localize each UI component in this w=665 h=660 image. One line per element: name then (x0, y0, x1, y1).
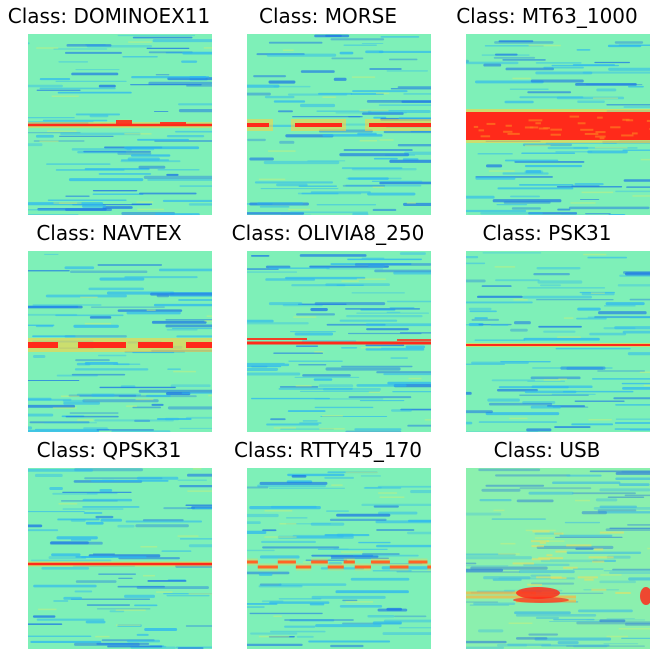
panel-title: Class: DOMINOEX11 (7, 4, 211, 28)
spectrogram-image (247, 251, 431, 432)
panel-mt63-1000: Class: MT63_1000 (438, 0, 656, 215)
spectrogram-image (247, 34, 431, 215)
panel-dominoex11: Class: DOMINOEX11 (0, 0, 218, 215)
panel-title: Class: MORSE (259, 4, 397, 28)
spectrogram-image (466, 34, 650, 215)
panel-rtty45-170: Class: RTTY45_170 (219, 434, 437, 649)
panel-title: Class: PSK31 (482, 221, 612, 245)
panel-qpsk31: Class: QPSK31 (0, 434, 218, 649)
panel-title: Class: RTTY45_170 (233, 438, 423, 462)
panel-title: Class: MT63_1000 (456, 4, 638, 28)
spectrogram-image (28, 34, 212, 215)
spectrogram-image (466, 251, 650, 432)
spectrogram-image (247, 468, 431, 649)
spectrogram-image (28, 468, 212, 649)
panel-title: Class: OLIVIA8_250 (231, 221, 425, 245)
spectrogram-image (28, 251, 212, 432)
spectrogram-image (466, 468, 650, 649)
panel-psk31: Class: PSK31 (438, 217, 656, 432)
panel-olivia8-250: Class: OLIVIA8_250 (219, 217, 437, 432)
panel-title: Class: QPSK31 (36, 438, 182, 462)
panel-title: Class: NAVTEX (36, 221, 182, 245)
panel-morse: Class: MORSE (219, 0, 437, 215)
panel-navtex: Class: NAVTEX (0, 217, 218, 432)
panel-usb: Class: USB (438, 434, 656, 649)
panel-title: Class: USB (493, 438, 601, 462)
